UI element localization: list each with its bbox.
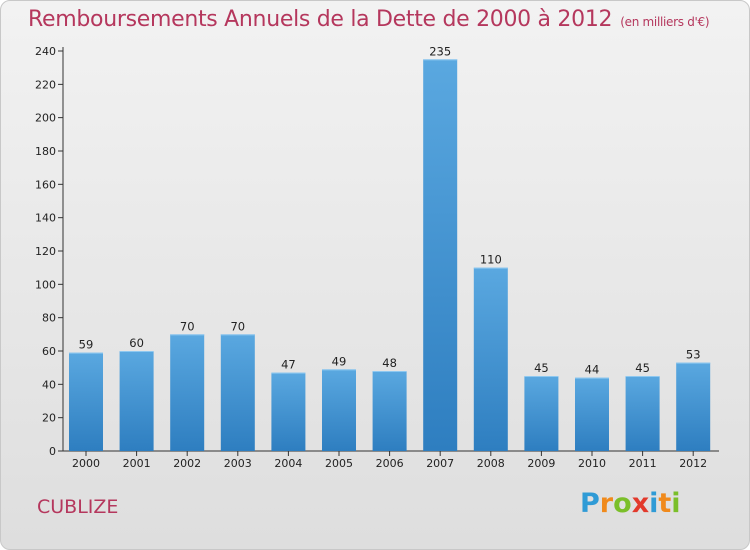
x-tick-label: 2002: [173, 457, 201, 470]
logo-letter: P: [580, 488, 600, 519]
bar-2010: [575, 377, 609, 451]
logo-letter: x: [631, 488, 650, 519]
commune-name: CUBLIZE: [37, 496, 119, 518]
logo-letter: t: [658, 488, 672, 519]
chart-title-text: Remboursements Annuels de la Dette de 20…: [28, 7, 613, 32]
bar-2003: [220, 334, 255, 451]
data-label: 45: [635, 361, 650, 375]
data-label: 110: [480, 253, 502, 267]
bar-2001: [119, 351, 154, 451]
y-tick-label: 200: [35, 112, 56, 125]
x-tick-label: 2005: [325, 457, 353, 470]
y-tick-label: 240: [35, 45, 56, 58]
bar-2002: [170, 334, 205, 451]
logo-letter: o: [613, 488, 632, 519]
data-label: 45: [534, 361, 549, 375]
y-tick-label: 100: [35, 278, 56, 291]
data-label: 235: [429, 44, 451, 58]
y-tick-label: 20: [42, 412, 56, 425]
bar-2009: [524, 376, 559, 451]
bar-2006: [372, 371, 407, 451]
proxiti-logo: Proxiti: [580, 488, 681, 519]
bar-2011: [625, 376, 660, 451]
x-tick-label: 2008: [477, 457, 505, 470]
logo-letter: i: [671, 488, 681, 519]
data-label: 70: [230, 319, 245, 333]
data-label: 47: [281, 358, 296, 372]
bar-2007: [423, 59, 458, 451]
x-tick-label: 2006: [376, 457, 404, 470]
data-label: 59: [79, 338, 94, 352]
data-label: 49: [332, 354, 347, 368]
bar-2004: [271, 372, 306, 451]
data-label: 53: [686, 348, 701, 362]
x-tick-label: 2012: [679, 457, 707, 470]
x-tick-label: 2009: [527, 457, 555, 470]
bar-2005: [322, 369, 356, 451]
data-label: 44: [585, 363, 600, 377]
y-tick-label: 140: [35, 212, 56, 225]
data-label: 48: [382, 356, 397, 370]
x-tick-label: 2004: [274, 457, 302, 470]
x-tick-label: 2007: [426, 457, 454, 470]
logo-letter: r: [599, 488, 614, 519]
bar-2000: [69, 352, 103, 451]
y-tick-label: 160: [35, 178, 56, 191]
bar-2008: [473, 267, 508, 451]
data-label: 70: [180, 319, 195, 333]
x-tick-label: 2010: [578, 457, 606, 470]
y-tick-label: 180: [35, 145, 56, 158]
y-tick-label: 60: [42, 345, 56, 358]
logo-letter: i: [649, 488, 659, 519]
bar-2012: [676, 362, 711, 451]
y-tick-label: 120: [35, 245, 56, 258]
y-tick-label: 80: [42, 312, 56, 325]
x-tick-label: 2003: [224, 457, 252, 470]
y-tick-label: 220: [35, 78, 56, 91]
data-label: 60: [129, 336, 144, 350]
x-tick-label: 2001: [123, 457, 151, 470]
y-tick-label: 40: [42, 378, 56, 391]
y-tick-label: 0: [49, 445, 56, 458]
chart-title: Remboursements Annuels de la Dette de 20…: [28, 7, 710, 32]
x-tick-label: 2011: [629, 457, 657, 470]
x-tick-label: 2000: [72, 457, 100, 470]
chart-subtitle: (en milliers d'€): [620, 15, 710, 29]
